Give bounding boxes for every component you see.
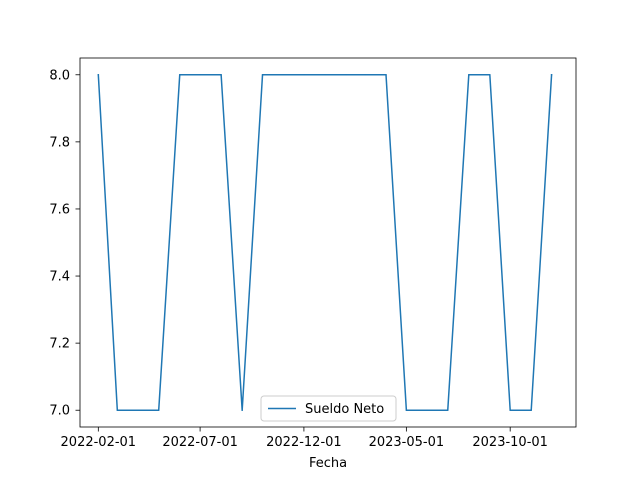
y-tick-label: 8.0 — [49, 68, 70, 83]
series-layer — [97, 73, 553, 411]
data-point — [426, 409, 429, 411]
data-point — [199, 74, 201, 76]
data-point — [509, 409, 511, 411]
legend-box — [260, 395, 397, 422]
data-point — [447, 409, 449, 411]
x-axis: 2022-02-01 2022-07-01 2022-12-01 2023-05-01… — [61, 427, 548, 450]
data-point — [345, 74, 347, 76]
data-point — [550, 74, 553, 76]
data-point — [324, 74, 326, 76]
data-point — [97, 74, 100, 76]
data-point — [137, 409, 140, 411]
data-point — [282, 74, 285, 76]
y-tick-label: 7.8 — [49, 135, 70, 150]
x-tick-label: 2022-12-01 — [266, 435, 342, 450]
plot-area — [80, 58, 576, 427]
plot-frame — [79, 57, 577, 428]
y-tick-label: 7.4 — [49, 270, 70, 285]
x-tick-label: 2022-07-01 — [162, 435, 238, 450]
x-tick-label: 2022-02-01 — [61, 435, 137, 450]
data-point — [261, 74, 264, 76]
data-point — [530, 409, 532, 411]
x-tick-label: 2023-10-01 — [472, 435, 548, 450]
data-point — [489, 74, 491, 76]
legend: Sueldo Neto — [260, 395, 397, 422]
data-point — [178, 74, 181, 76]
data-point — [241, 409, 243, 411]
data-point — [364, 74, 366, 76]
data-point — [157, 409, 160, 411]
y-axis: 7.0 7.2 7.4 7.6 7.8 8.0 — [49, 68, 80, 419]
data-point — [468, 74, 470, 76]
legend-label: Sueldo Neto — [305, 402, 384, 417]
data-point — [116, 409, 119, 411]
data-point — [405, 409, 408, 411]
x-tick-label: 2023-05-01 — [369, 435, 445, 450]
y-tick-label: 7.6 — [49, 202, 70, 217]
x-axis-label: Fecha — [309, 456, 347, 471]
y-tick-label: 7.0 — [49, 404, 70, 419]
data-point — [385, 74, 387, 76]
data-point — [303, 74, 305, 76]
y-tick-label: 7.2 — [49, 337, 70, 352]
data-point — [220, 74, 222, 76]
